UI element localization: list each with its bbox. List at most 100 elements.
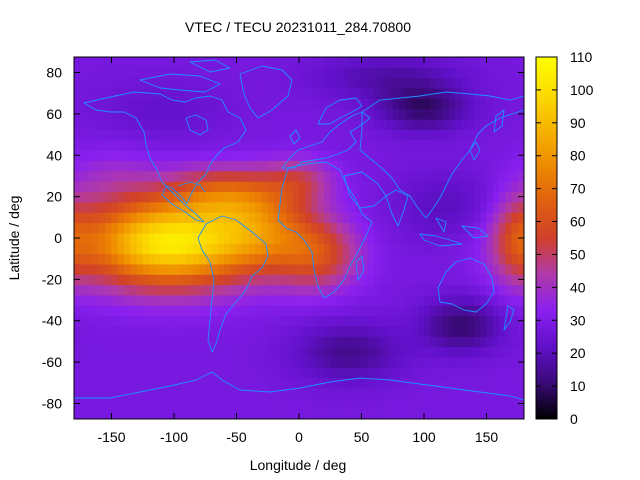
heatmap-cell (80, 284, 88, 296)
heatmap-cell (155, 243, 163, 255)
heatmap-cell (230, 377, 238, 389)
heatmap-cell (480, 129, 488, 141)
heatmap-cell (430, 305, 438, 317)
heatmap-cell (124, 253, 131, 265)
heatmap-cell (111, 408, 119, 419)
heatmap-cell (99, 222, 106, 234)
heatmap-cell (305, 263, 313, 275)
heatmap-cell (336, 160, 344, 172)
heatmap-cell (267, 201, 275, 213)
heatmap-cell (361, 367, 369, 379)
heatmap-cell (149, 367, 156, 379)
heatmap-cell (474, 325, 481, 337)
heatmap-cell (461, 119, 469, 130)
colorbar-tick-label: 100 (570, 82, 594, 98)
heatmap-cell (155, 253, 163, 265)
heatmap-cell (99, 108, 106, 120)
heatmap-cell (499, 284, 506, 296)
heatmap-cell (480, 139, 488, 151)
heatmap-cell (117, 232, 125, 244)
heatmap-cell (86, 315, 94, 327)
heatmap-cell (111, 284, 119, 296)
heatmap-cell (336, 98, 344, 110)
heatmap-cell (111, 346, 119, 358)
heatmap-cell (411, 67, 419, 79)
heatmap-cell (499, 315, 506, 327)
heatmap-cell (480, 191, 488, 203)
heatmap-cell (311, 67, 319, 79)
heatmap-cell (149, 222, 156, 234)
heatmap-cell (111, 67, 119, 79)
heatmap-cell (480, 377, 488, 389)
heatmap-cell (492, 98, 500, 110)
heatmap-cell (205, 108, 213, 120)
heatmap-cell (174, 88, 181, 99)
heatmap-cell (330, 398, 338, 410)
heatmap-cell (417, 139, 425, 151)
heatmap-cell (261, 201, 269, 213)
heatmap-cell (405, 274, 413, 286)
heatmap-cell (155, 367, 163, 379)
heatmap-cell (324, 325, 331, 337)
heatmap-cell (449, 57, 456, 68)
heatmap-cell (324, 305, 331, 317)
heatmap-cell (136, 129, 144, 141)
heatmap-cell (224, 150, 231, 162)
heatmap-cell (492, 181, 500, 193)
heatmap-cell (86, 367, 94, 379)
heatmap-cell (292, 212, 300, 224)
heatmap-cell (461, 170, 469, 182)
heatmap-cell (336, 294, 344, 306)
heatmap-cell (86, 243, 94, 255)
heatmap-cell (305, 212, 313, 224)
heatmap-cell (205, 170, 213, 182)
heatmap-cell (224, 243, 231, 255)
heatmap-cell (517, 346, 524, 358)
heatmap-cell (405, 377, 413, 389)
heatmap-cell (261, 377, 269, 389)
heatmap-cell (280, 108, 288, 120)
heatmap-cell (355, 346, 363, 358)
heatmap-cell (124, 139, 131, 151)
heatmap-cell (267, 325, 275, 337)
heatmap-cell (155, 387, 163, 399)
heatmap-cell (430, 243, 438, 255)
heatmap-cell (474, 274, 481, 286)
heatmap-cell (136, 387, 144, 399)
heatmap-cell (486, 367, 494, 379)
heatmap-cell (249, 377, 256, 389)
heatmap-cell (80, 160, 88, 172)
heatmap-cell (324, 77, 331, 89)
heatmap-cell (455, 98, 463, 110)
heatmap-cell (480, 243, 488, 255)
heatmap-cell (311, 274, 319, 286)
heatmap-cell (374, 325, 381, 337)
heatmap-cell (430, 160, 438, 172)
heatmap-cell (142, 108, 150, 120)
heatmap-cell (230, 346, 238, 358)
heatmap-cell (405, 88, 413, 99)
heatmap-cell (155, 346, 163, 358)
heatmap-cell (430, 170, 438, 182)
heatmap-cell (261, 150, 269, 162)
heatmap-cell (180, 57, 188, 68)
heatmap-cell (211, 274, 219, 286)
heatmap-cell (186, 181, 194, 193)
heatmap-cell (499, 67, 506, 79)
heatmap-cell (86, 284, 94, 296)
heatmap-cell (436, 201, 444, 213)
heatmap-cell (330, 253, 338, 265)
heatmap-cell (136, 377, 144, 389)
heatmap-cell (174, 253, 181, 265)
heatmap-cell (342, 367, 350, 379)
heatmap-cell (86, 150, 94, 162)
heatmap-cell (117, 346, 125, 358)
heatmap-cell (324, 336, 331, 348)
heatmap-cell (405, 181, 413, 193)
heatmap-cell (499, 98, 506, 110)
heatmap-cell (274, 108, 281, 120)
heatmap-cell (342, 119, 350, 130)
heatmap-cell (180, 284, 188, 296)
heatmap-cell (205, 119, 213, 130)
